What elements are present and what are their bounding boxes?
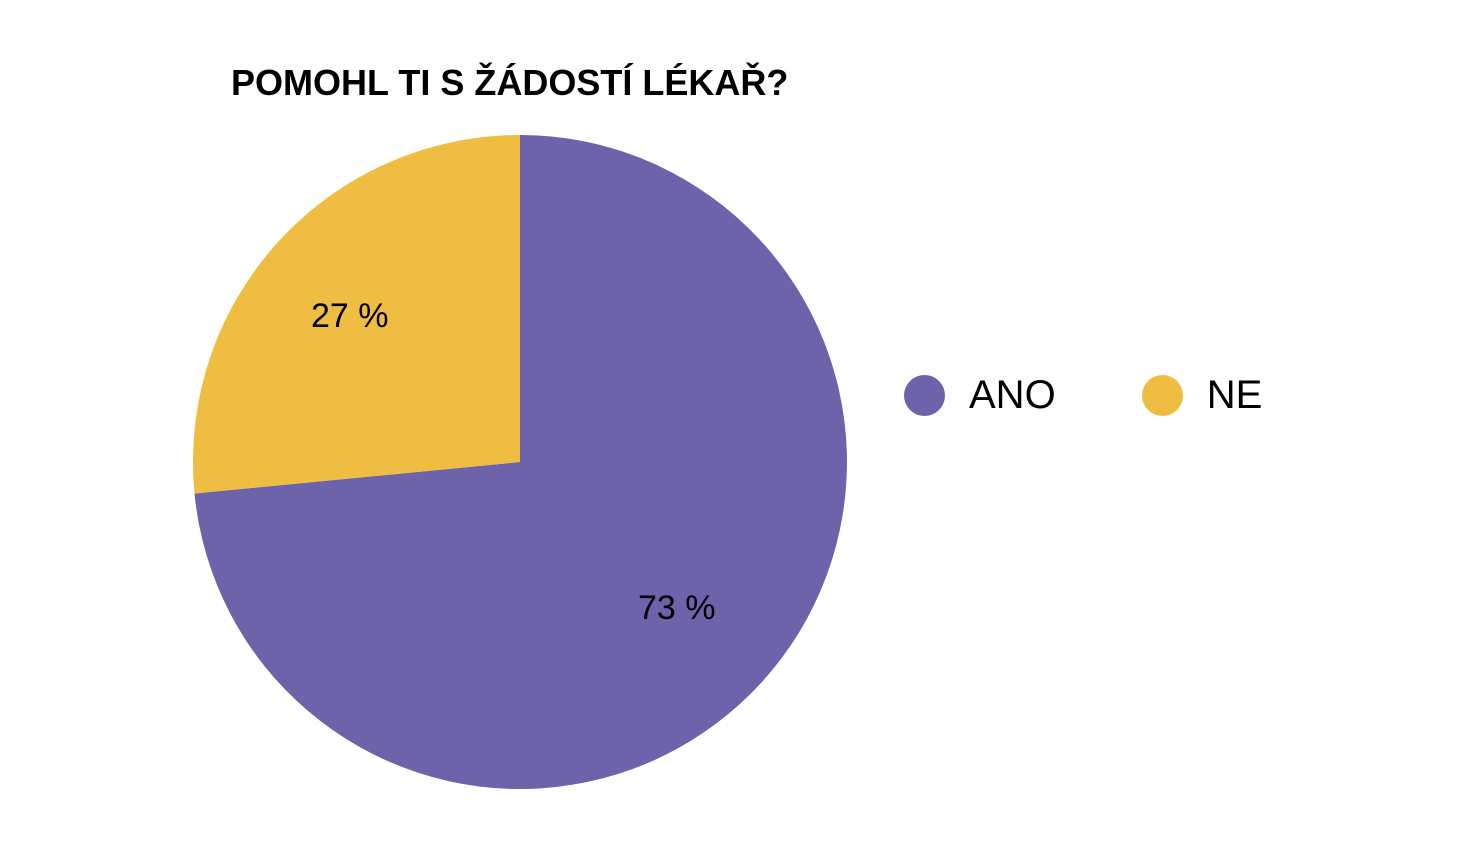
slice-label-ne: 27 % <box>311 297 389 335</box>
legend-item-ne: NE <box>1141 373 1263 418</box>
legend-swatch-circle-icon <box>1141 375 1183 416</box>
pie-slice-ne <box>192 135 521 494</box>
slice-label-ano: 73 % <box>638 589 716 627</box>
legend-swatch-circle-icon <box>904 375 945 416</box>
pie-slice-ano <box>194 135 847 789</box>
legend-label: NE <box>1206 373 1263 417</box>
legend: ANO NE <box>904 373 1348 418</box>
legend-item-ano: ANO <box>904 373 1056 418</box>
chart-title: POMOHL TI S ŽÁDOSTÍ LÉKAŘ? <box>231 62 789 103</box>
legend-label: ANO <box>969 373 1056 417</box>
